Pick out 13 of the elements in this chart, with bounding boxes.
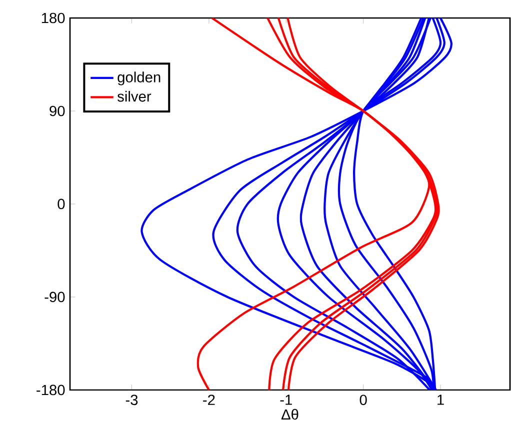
y-tick-label: -90 [44,292,65,302]
legend-label: silver [118,90,152,102]
legend-label: golden [118,72,160,86]
y-tick-label: 90 [50,106,65,116]
x-axis-title: Δθ [281,408,298,420]
x-tick-label: -2 [203,394,215,405]
x-tick-label: -1 [280,394,292,405]
y-tick-label: 0 [58,198,65,210]
y-tick-label: -180 [36,384,65,396]
x-tick-label: 1 [438,394,444,405]
y-tick-label: 180 [42,12,65,24]
x-tick-label: 0 [360,394,367,406]
x-tick-label: -3 [126,394,138,406]
